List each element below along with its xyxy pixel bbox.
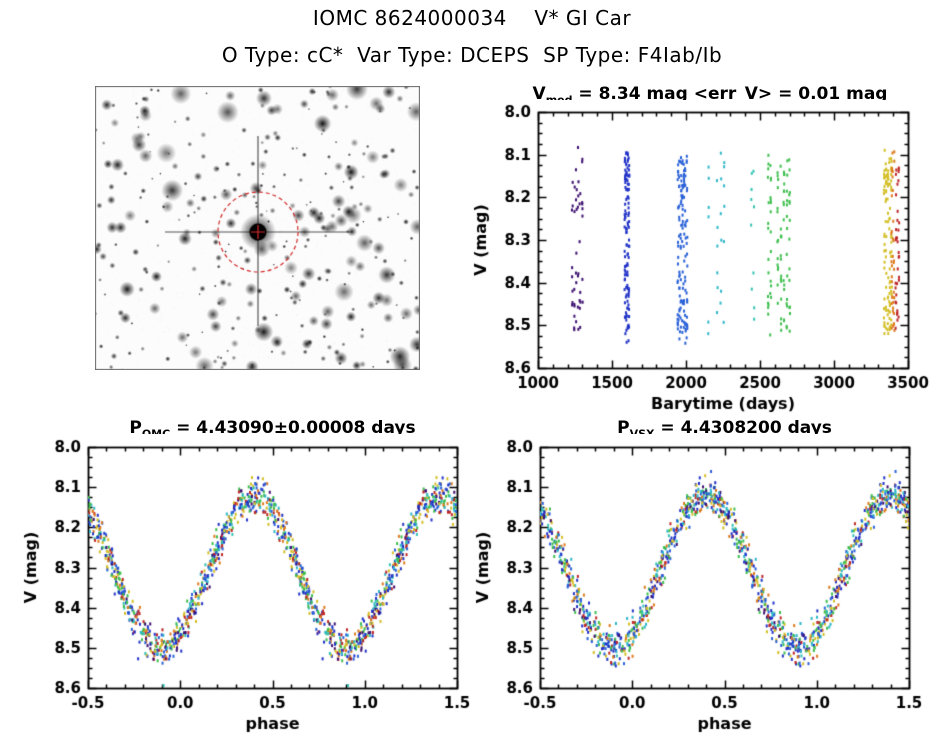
- timeseries-title-rest: = 8.34 mag <err_V> = 0.01 mag: [572, 84, 888, 104]
- timeseries-plot-canvas: [468, 100, 944, 424]
- phase-vsx-title-base: P: [617, 418, 630, 438]
- phase-omc-title-rest: = 4.43090±0.00008 days: [170, 418, 416, 438]
- phase-omc-title-base: P: [129, 418, 142, 438]
- phase-vsx-title-rest: = 4.4308200 days: [654, 418, 832, 438]
- phase-vsx-plot-canvas: [472, 434, 928, 744]
- finder-chart-image: [95, 86, 420, 370]
- phase-omc-plot-canvas: [20, 434, 476, 744]
- timeseries-title: Vmed = 8.34 mag <err_V> = 0.01 mag: [490, 84, 930, 106]
- page-title: IOMC 8624000034 V* GI Car: [312, 6, 632, 30]
- page-subtitle: O Type: cC* Var Type: DCEPS SP Type: F4I…: [221, 43, 723, 67]
- timeseries-title-base: V: [532, 84, 546, 104]
